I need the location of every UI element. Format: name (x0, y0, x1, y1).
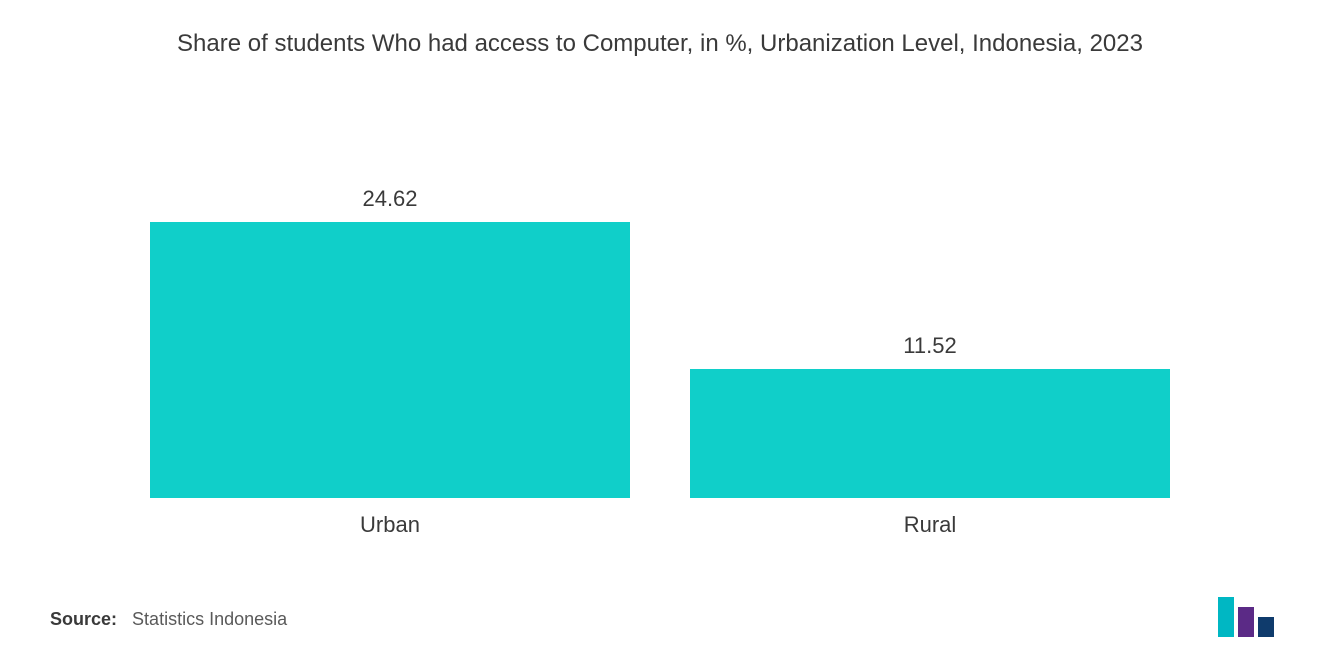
source-text: Statistics Indonesia (132, 609, 287, 629)
brand-logo-svg (1218, 597, 1280, 637)
bar-urban (150, 222, 630, 498)
source-citation: Source: Statistics Indonesia (50, 609, 287, 630)
bar-group-urban: 24.62 (150, 186, 630, 498)
bar-value-urban: 24.62 (362, 186, 417, 212)
brand-logo (1218, 597, 1280, 637)
bar-rural (690, 369, 1170, 498)
chart-container: Share of students Who had access to Comp… (0, 0, 1320, 665)
category-labels-row: Urban Rural (50, 512, 1270, 538)
bar-group-rural: 11.52 (690, 333, 1170, 498)
bar-value-rural: 11.52 (903, 333, 956, 359)
category-label-rural: Rural (690, 512, 1170, 538)
category-label-urban: Urban (150, 512, 630, 538)
source-label: Source: (50, 609, 117, 629)
chart-title: Share of students Who had access to Comp… (50, 30, 1270, 58)
bars-row: 24.62 11.52 (50, 218, 1270, 498)
chart-plot-area: 24.62 11.52 Urban Rural (50, 108, 1270, 538)
